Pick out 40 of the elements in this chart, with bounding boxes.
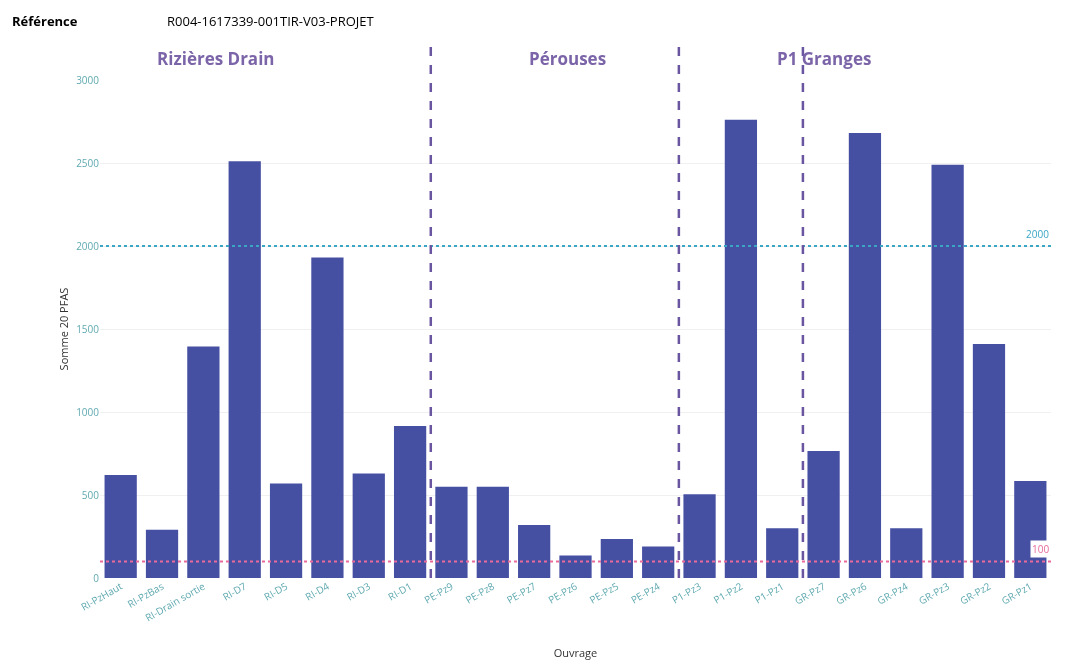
bar — [145, 529, 179, 578]
text: Rizières Drain — [157, 47, 275, 70]
y-tick-label: 500 — [81, 487, 100, 502]
text: Pérouses — [529, 47, 607, 70]
bar — [476, 486, 509, 578]
chart-title: Référence — [12, 12, 78, 30]
bar — [352, 473, 385, 578]
y-tick-label: 1000 — [76, 404, 100, 419]
bar — [559, 555, 592, 578]
bar — [724, 119, 758, 578]
bar — [311, 257, 344, 578]
y-tick-label: 2500 — [76, 155, 100, 170]
bar — [228, 161, 261, 578]
y-tick-label: 2000 — [76, 238, 100, 253]
bar — [269, 483, 303, 578]
ref-line-label: 2000 — [1026, 227, 1050, 241]
bar — [104, 475, 137, 578]
y-tick-label: 0 — [93, 570, 100, 585]
y-axis-title: Somme 20 PFAS — [56, 287, 71, 371]
bar — [807, 451, 840, 578]
bar — [931, 164, 964, 578]
ref-line-label: 100 — [1032, 542, 1050, 556]
bar — [518, 524, 551, 578]
y-tick-label: 1500 — [76, 321, 100, 336]
x-axis-title: Ouvrage — [553, 644, 598, 660]
y-tick-label: 3000 — [76, 72, 100, 87]
bar — [683, 494, 716, 578]
bar — [642, 546, 675, 578]
bar — [600, 538, 633, 578]
chart-subtitle: R004-1617339-001TIR-V03-PROJET — [167, 12, 375, 30]
text: P1 Granges — [777, 47, 872, 70]
bar — [435, 486, 468, 578]
bar — [766, 528, 799, 578]
bar — [972, 343, 1006, 578]
x-tick-label: RI-D4 — [302, 578, 332, 604]
bar — [890, 528, 923, 578]
bar — [393, 426, 427, 578]
bar — [848, 133, 882, 578]
bar — [1014, 480, 1047, 578]
bar — [187, 346, 220, 578]
